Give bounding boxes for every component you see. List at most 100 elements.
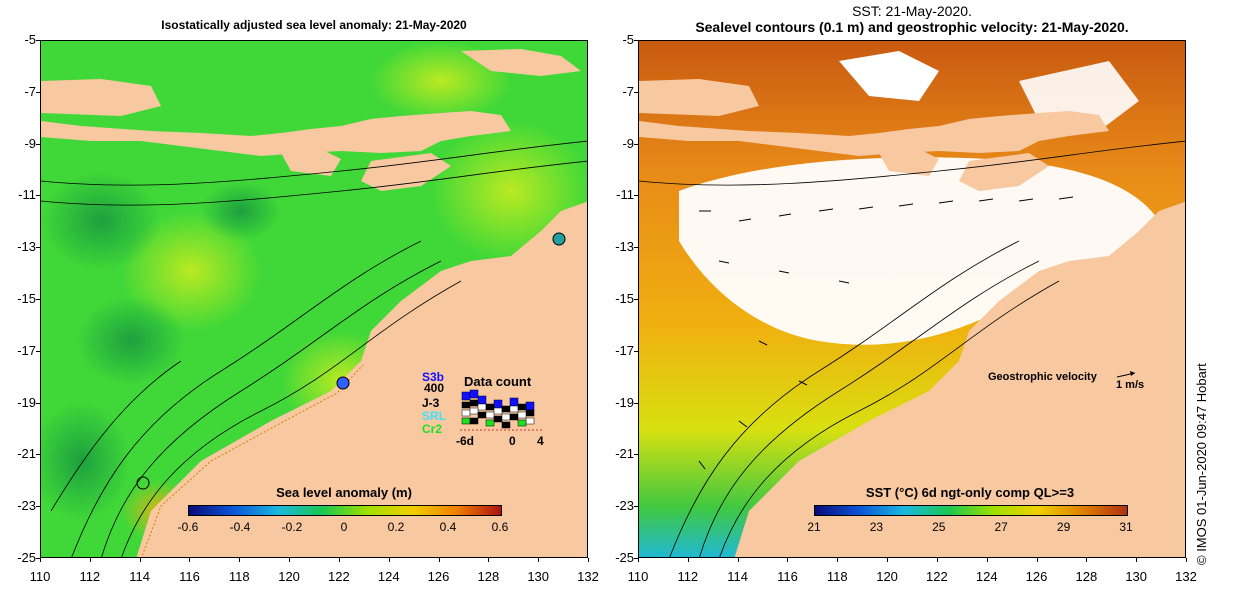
x-tick-label: 110 (627, 569, 649, 584)
x-tick-label: 120 (876, 569, 898, 584)
x-tick-label: 132 (1175, 569, 1197, 584)
data-count-tick-end: 4 (537, 434, 544, 448)
x-tick-label: 112 (677, 569, 699, 584)
y-tick-label: -21 (615, 446, 634, 462)
x-tick (1186, 558, 1187, 562)
x-tick-label: 128 (477, 569, 500, 584)
y-tick-label: -7 (24, 83, 36, 99)
mission-j3-label: J-3 (422, 396, 440, 410)
data-count-grid (460, 389, 544, 431)
x-tick (1136, 558, 1138, 562)
y-tick-label: -11 (616, 187, 634, 203)
x-tick-label: 122 (328, 569, 350, 584)
y-tick-label: -13 (615, 239, 634, 255)
sst-colorbar (814, 505, 1128, 516)
x-tick-label: 110 (29, 569, 51, 584)
y-tick (36, 299, 40, 300)
x-tick-label: 116 (179, 569, 200, 584)
x-tick-label: 116 (777, 569, 798, 584)
x-tick-label: 118 (826, 569, 848, 584)
y-tick (634, 299, 638, 300)
colorbar-tick-label: 0.6 (491, 520, 509, 534)
y-tick-label: -23 (17, 498, 36, 514)
x-tick (936, 558, 938, 562)
sea-level-anomaly-map-canvas (41, 41, 587, 557)
y-tick-label: -15 (615, 291, 634, 306)
y-tick-label: -7 (622, 83, 634, 99)
sea-level-colorbar (188, 505, 502, 516)
y-tick-label: -15 (17, 291, 36, 306)
y-tick (36, 247, 40, 249)
y-tick (634, 195, 638, 197)
colorbar-tick-label: 0 (340, 520, 348, 534)
geostrophic-velocity-unit: 1 m/s (1116, 379, 1145, 391)
x-tick (338, 558, 340, 562)
y-tick (36, 558, 40, 559)
y-tick (634, 40, 638, 41)
mission-400-label: 400 (424, 381, 445, 395)
right-panel-title-line2: Sealevel contours (0.1 m) and geostrophi… (695, 19, 1129, 35)
credit-text: © IMOS 01-Jun-2020 09:47 Hobart (1194, 363, 1209, 565)
y-tick (634, 558, 638, 559)
y-tick-label: -23 (615, 498, 634, 514)
x-tick-label: 126 (427, 569, 450, 584)
colorbar-tick-label: -0.2 (281, 520, 303, 534)
x-tick-label: 120 (278, 569, 300, 584)
x-tick (787, 558, 789, 562)
x-tick (40, 558, 41, 562)
x-tick (837, 558, 839, 562)
y-tick (634, 454, 638, 456)
x-tick (1086, 558, 1088, 562)
x-tick (189, 558, 191, 562)
x-tick-label: 128 (1075, 569, 1098, 584)
x-tick (388, 558, 390, 562)
colorbar-tick-label: 31 (1119, 520, 1133, 534)
x-tick (139, 558, 141, 562)
data-count-title: Data count (464, 374, 532, 389)
x-tick (89, 558, 91, 562)
geostrophic-velocity-label: Geostrophic velocity (988, 371, 1097, 383)
x-tick (538, 558, 540, 562)
y-tick (36, 143, 40, 145)
y-tick-label: -17 (615, 342, 634, 358)
x-tick (638, 558, 639, 562)
x-tick-label: 132 (577, 569, 599, 584)
y-tick-label: -21 (17, 446, 36, 462)
colorbar-tick-label: -0.6 (177, 520, 199, 534)
x-tick (737, 558, 739, 562)
y-tick (634, 143, 638, 145)
colorbar-tick-label: 27 (994, 520, 1008, 534)
sst-colorbar-title: SST (°C) 6d ngt-only comp QL>=3 (865, 485, 1075, 500)
colorbar-tick-label: -0.4 (229, 520, 251, 534)
y-tick-label: -25 (615, 550, 634, 565)
x-tick-label: 130 (527, 569, 550, 584)
x-tick-label: 114 (727, 569, 748, 584)
y-tick-label: -5 (622, 32, 634, 47)
mission-srl-label: SRL (422, 409, 446, 423)
y-tick-label: -19 (17, 394, 36, 410)
mission-s3b-label: S3b (422, 370, 445, 384)
left-panel-title: Isostatically adjusted sea level anomaly… (161, 18, 467, 32)
y-tick-label: -13 (17, 239, 36, 255)
y-tick-label: -5 (24, 32, 36, 47)
x-tick-label: 130 (1125, 569, 1148, 584)
y-tick-label: -25 (17, 550, 36, 565)
y-tick-label: -9 (24, 135, 36, 151)
y-tick (634, 402, 638, 404)
data-count-tick-start: -6d (456, 434, 474, 448)
y-tick (36, 40, 40, 41)
y-tick (634, 506, 638, 508)
x-tick (1036, 558, 1038, 562)
colorbar-tick-label: 25 (932, 520, 946, 534)
y-tick-label: -9 (622, 135, 634, 151)
y-tick (36, 195, 40, 197)
x-tick-label: 112 (79, 569, 101, 584)
x-tick (239, 558, 241, 562)
sst-map (638, 40, 1186, 558)
x-tick (588, 558, 589, 562)
sea-level-colorbar-title: Sea level anomaly (m) (276, 485, 412, 500)
x-tick-label: 122 (926, 569, 948, 584)
y-tick (634, 91, 638, 93)
sea-level-anomaly-map (40, 40, 588, 558)
y-tick-label: -11 (18, 187, 36, 203)
